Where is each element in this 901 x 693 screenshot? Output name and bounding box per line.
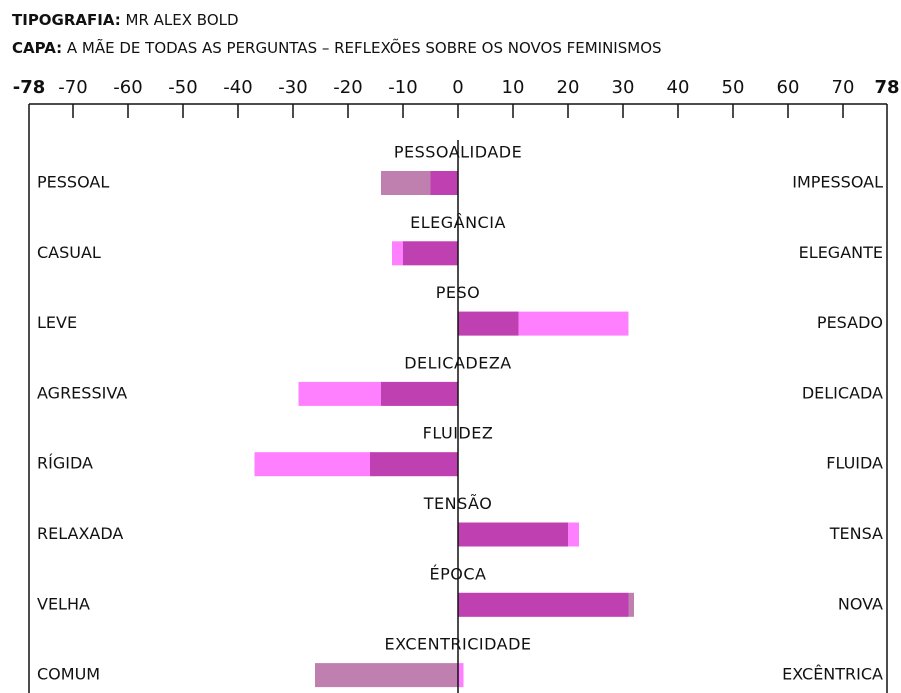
- right-label: FLUIDA: [826, 454, 883, 473]
- title: MR ALEX BOLD: [126, 11, 239, 29]
- x-tick-label: 0: [452, 77, 463, 98]
- x-tick-label: -40: [223, 77, 252, 98]
- bars: [254, 171, 634, 688]
- bar: [458, 592, 629, 617]
- left-label: PESSOAL: [37, 173, 109, 192]
- left-label: LEVE: [37, 313, 77, 332]
- left-label: CASUAL: [37, 243, 101, 262]
- header-line: TIPOGRAFIA: MR ALEX BOLD: [12, 11, 239, 29]
- right-label: ELEGANTE: [799, 243, 883, 262]
- bar: [315, 663, 458, 688]
- left-label: RELAXADA: [37, 524, 123, 543]
- bar: [458, 311, 629, 336]
- x-tick-label: 10: [502, 77, 525, 98]
- right-label: PESADO: [817, 313, 883, 332]
- x-tick-label: 40: [667, 77, 690, 98]
- x-tick-label: -10: [388, 77, 417, 98]
- x-tick-label: -60: [113, 77, 142, 98]
- right-label: NOVA: [838, 594, 883, 613]
- x-tick-label: 70: [832, 77, 855, 98]
- x-tick-label: -78: [13, 77, 46, 98]
- x-tick-label: -50: [168, 77, 197, 98]
- bar: [430, 171, 458, 195]
- bar: [392, 241, 458, 266]
- left-label: COMUM: [37, 665, 100, 684]
- bar: [458, 522, 579, 547]
- x-tick-label: 20: [557, 77, 580, 98]
- right-label: DELICADA: [802, 383, 883, 402]
- bar: [458, 663, 464, 688]
- subheader-line: CAPA: A MÃE DE TODAS AS PERGUNTAS – REFL…: [12, 38, 662, 57]
- x-tick-label: 78: [874, 77, 899, 98]
- left-label: AGRESSIVA: [37, 383, 127, 402]
- left-label: VELHA: [37, 594, 90, 613]
- left-label: RÍGIDA: [37, 454, 93, 473]
- x-tick-label: -30: [278, 77, 307, 98]
- bar: [298, 381, 458, 406]
- x-tick-label: 30: [612, 77, 635, 98]
- bar: [254, 452, 458, 477]
- x-tick-label: 50: [722, 77, 745, 98]
- subtitle-label: CAPA:: [12, 39, 62, 57]
- right-label: TENSA: [829, 524, 883, 543]
- title-label: TIPOGRAFIA:: [12, 11, 121, 29]
- right-label: IMPESSOAL: [792, 173, 883, 192]
- x-tick-label: -70: [58, 77, 87, 98]
- right-label: EXCÊNTRICA: [782, 665, 883, 684]
- x-tick-label: -20: [333, 77, 362, 98]
- x-tick-label: 60: [777, 77, 800, 98]
- subtitle: A MÃE DE TODAS AS PERGUNTAS – REFLEXÕES …: [67, 38, 662, 57]
